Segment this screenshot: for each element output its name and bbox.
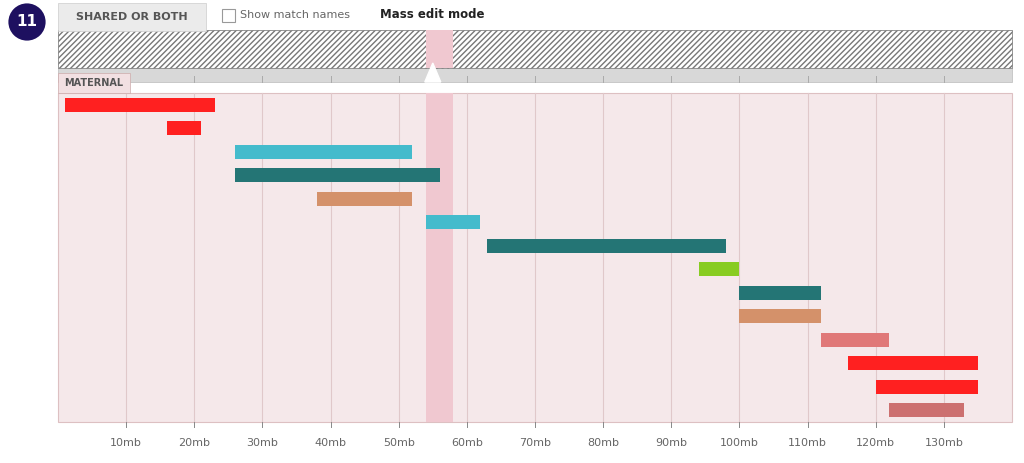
Text: 11: 11 bbox=[16, 14, 38, 30]
Text: 20mb: 20mb bbox=[178, 438, 210, 448]
FancyBboxPatch shape bbox=[222, 9, 234, 22]
FancyBboxPatch shape bbox=[167, 121, 201, 135]
FancyBboxPatch shape bbox=[58, 93, 1012, 422]
Text: 50mb: 50mb bbox=[383, 438, 415, 448]
Text: 110mb: 110mb bbox=[788, 438, 827, 448]
Text: 100mb: 100mb bbox=[720, 438, 759, 448]
Text: 70mb: 70mb bbox=[519, 438, 551, 448]
FancyBboxPatch shape bbox=[739, 309, 821, 323]
FancyBboxPatch shape bbox=[889, 403, 965, 417]
FancyBboxPatch shape bbox=[236, 168, 439, 182]
Text: 90mb: 90mb bbox=[655, 438, 687, 448]
FancyBboxPatch shape bbox=[58, 30, 1012, 68]
FancyBboxPatch shape bbox=[65, 98, 215, 112]
FancyBboxPatch shape bbox=[236, 145, 413, 159]
Text: 40mb: 40mb bbox=[314, 438, 346, 448]
Text: MATERNAL: MATERNAL bbox=[65, 78, 124, 88]
Text: Mass edit mode: Mass edit mode bbox=[380, 8, 484, 21]
FancyBboxPatch shape bbox=[58, 30, 1012, 68]
FancyBboxPatch shape bbox=[58, 73, 130, 93]
Text: 80mb: 80mb bbox=[587, 438, 620, 448]
FancyBboxPatch shape bbox=[487, 239, 726, 253]
Text: 130mb: 130mb bbox=[925, 438, 964, 448]
FancyBboxPatch shape bbox=[426, 215, 480, 229]
FancyBboxPatch shape bbox=[317, 192, 413, 206]
Text: Show match names: Show match names bbox=[240, 10, 350, 20]
Text: 60mb: 60mb bbox=[451, 438, 482, 448]
Text: 120mb: 120mb bbox=[856, 438, 895, 448]
Circle shape bbox=[7, 2, 47, 42]
Text: 30mb: 30mb bbox=[247, 438, 279, 448]
FancyBboxPatch shape bbox=[821, 333, 889, 347]
FancyBboxPatch shape bbox=[739, 286, 821, 300]
Text: SHARED OR BOTH: SHARED OR BOTH bbox=[76, 12, 187, 22]
FancyBboxPatch shape bbox=[58, 68, 1012, 82]
FancyBboxPatch shape bbox=[426, 93, 454, 422]
Text: 10mb: 10mb bbox=[111, 438, 142, 448]
FancyBboxPatch shape bbox=[876, 380, 978, 394]
FancyBboxPatch shape bbox=[849, 356, 978, 370]
Polygon shape bbox=[425, 63, 440, 82]
FancyBboxPatch shape bbox=[698, 262, 739, 276]
FancyBboxPatch shape bbox=[58, 3, 206, 31]
FancyBboxPatch shape bbox=[426, 30, 454, 68]
